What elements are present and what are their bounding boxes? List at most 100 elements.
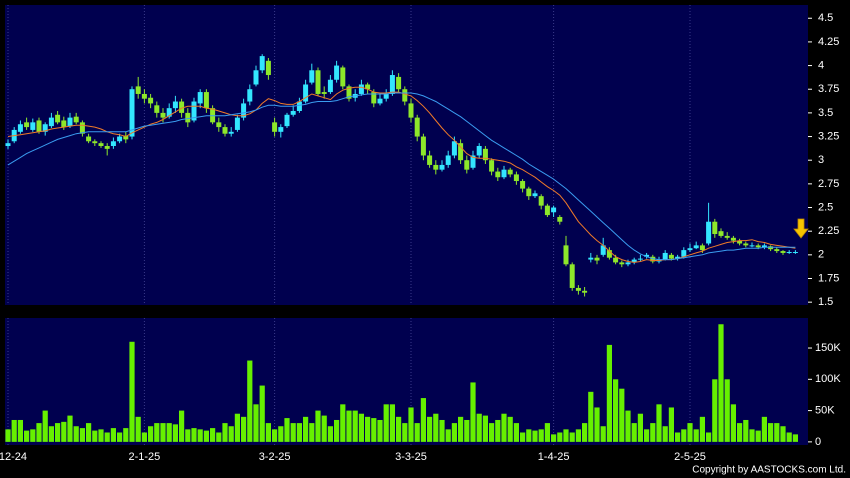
volume-bar bbox=[79, 428, 85, 442]
volume-bar bbox=[588, 391, 594, 442]
volume-bar bbox=[464, 419, 470, 442]
volume-bar bbox=[681, 429, 687, 442]
candle-body bbox=[110, 141, 116, 147]
volume-bar bbox=[197, 429, 203, 442]
volume-bar bbox=[532, 430, 538, 442]
candle-body bbox=[507, 169, 513, 175]
x-tick-label: 3-2-25 bbox=[259, 451, 291, 463]
y-tick-label: 2.5 bbox=[818, 201, 833, 213]
volume-bar bbox=[321, 415, 327, 442]
volume-bar bbox=[749, 429, 755, 442]
candle-body bbox=[17, 124, 23, 132]
candle-body bbox=[284, 114, 290, 127]
candle-body bbox=[730, 237, 736, 241]
y-tick-label: 50K bbox=[815, 404, 835, 416]
volume-bar bbox=[693, 429, 699, 442]
candle-body bbox=[594, 257, 600, 261]
volume-bar bbox=[451, 423, 457, 442]
x-tick-label: 3-3-25 bbox=[395, 451, 427, 463]
candle-body bbox=[458, 143, 464, 161]
volume-bar bbox=[389, 404, 395, 442]
volume-bar bbox=[650, 423, 656, 442]
volume-bar bbox=[774, 423, 780, 442]
candle-body bbox=[61, 120, 67, 128]
volume-bar bbox=[86, 423, 92, 442]
volume-bar bbox=[513, 423, 519, 442]
volume-bar bbox=[185, 429, 191, 442]
volume-bar bbox=[482, 415, 488, 442]
volume-bar bbox=[272, 429, 278, 442]
candle-body bbox=[154, 105, 160, 113]
candle-body bbox=[5, 143, 11, 147]
labels: 1.5 1.75 2 2.25 2.5 2.75 3 3.25 3.5 3.75 4 4.25 4.5 2… bbox=[0, 12, 841, 463]
candle-body bbox=[191, 101, 197, 121]
candle-body bbox=[228, 131, 234, 134]
candle-body bbox=[470, 155, 476, 168]
volume-bar bbox=[154, 423, 160, 442]
candle-body bbox=[780, 251, 786, 253]
candle-body bbox=[613, 257, 619, 263]
candle-body bbox=[637, 258, 643, 260]
volume-bar bbox=[42, 410, 48, 442]
volume-bar bbox=[706, 432, 712, 442]
volume-bar bbox=[476, 413, 482, 442]
volume-bar bbox=[73, 426, 79, 442]
volume-bar bbox=[427, 416, 433, 442]
candle-body bbox=[24, 122, 30, 128]
candle-body bbox=[495, 171, 501, 178]
price-panel bbox=[5, 5, 808, 305]
volume-bar bbox=[303, 416, 309, 442]
x-tick-label: 2-5-25 bbox=[674, 451, 706, 463]
candle-body bbox=[340, 67, 346, 87]
volume-bar bbox=[315, 410, 321, 442]
volume-bar bbox=[55, 423, 61, 442]
candle-body bbox=[774, 249, 780, 252]
candle-body bbox=[582, 290, 588, 293]
y-tick-label: 1.5 bbox=[818, 296, 833, 308]
volume-bar bbox=[284, 418, 290, 442]
candle-body bbox=[532, 193, 538, 197]
volume-bar bbox=[92, 430, 98, 442]
candle-body bbox=[55, 114, 61, 123]
candle-body bbox=[625, 262, 631, 265]
volume-bar bbox=[123, 428, 129, 442]
candle-body bbox=[247, 89, 253, 102]
volume-bar bbox=[179, 410, 185, 442]
volume-bar bbox=[166, 423, 172, 442]
volume-bar bbox=[414, 423, 420, 442]
candle-body bbox=[315, 70, 321, 94]
volume-bar bbox=[278, 426, 284, 442]
candle-body bbox=[278, 127, 284, 132]
candle-body bbox=[321, 92, 327, 94]
volume-bar bbox=[377, 419, 383, 442]
volume-bar bbox=[520, 432, 526, 442]
volume-bar bbox=[737, 423, 743, 442]
volume-bar bbox=[768, 423, 774, 442]
candle-body bbox=[445, 155, 451, 165]
candle-body bbox=[681, 250, 687, 257]
candle-body bbox=[396, 76, 402, 90]
y-tick-label: 4.25 bbox=[818, 36, 839, 48]
candle-body bbox=[241, 103, 247, 118]
candle-body bbox=[203, 92, 209, 109]
candle-body bbox=[644, 254, 650, 257]
candle-body bbox=[526, 188, 532, 197]
volume-bar bbox=[67, 415, 73, 442]
candle-body bbox=[402, 89, 408, 102]
y-tick-label: 100K bbox=[815, 373, 841, 385]
candle-body bbox=[520, 181, 526, 189]
volume-bar bbox=[104, 432, 110, 442]
volume-bar bbox=[433, 413, 439, 442]
volume-bar bbox=[36, 423, 42, 442]
candle-body bbox=[476, 146, 482, 156]
volume-bar bbox=[117, 432, 123, 442]
candle-body bbox=[377, 98, 383, 104]
candle-body bbox=[588, 257, 594, 260]
candle-body bbox=[724, 235, 730, 238]
candle-body bbox=[427, 155, 433, 165]
volume-bar bbox=[48, 426, 54, 442]
candle-body bbox=[464, 160, 470, 170]
candle-body bbox=[73, 116, 79, 123]
